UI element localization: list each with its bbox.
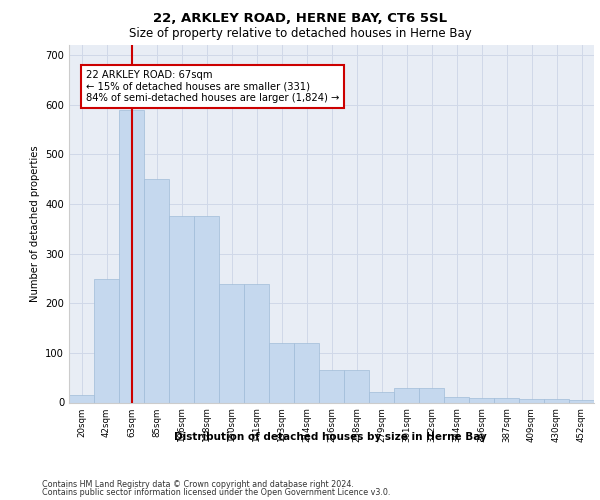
- Bar: [444, 396, 469, 402]
- Bar: [569, 400, 594, 402]
- Bar: [519, 398, 544, 402]
- Bar: [394, 388, 419, 402]
- Text: Contains public sector information licensed under the Open Government Licence v3: Contains public sector information licen…: [42, 488, 391, 497]
- Text: 22, ARKLEY ROAD, HERNE BAY, CT6 5SL: 22, ARKLEY ROAD, HERNE BAY, CT6 5SL: [153, 12, 447, 26]
- Bar: [69, 395, 94, 402]
- Bar: [294, 343, 319, 402]
- Bar: [344, 370, 369, 402]
- Bar: [319, 370, 344, 402]
- Bar: [419, 388, 444, 402]
- Bar: [119, 110, 144, 403]
- Text: Contains HM Land Registry data © Crown copyright and database right 2024.: Contains HM Land Registry data © Crown c…: [42, 480, 354, 489]
- Bar: [244, 284, 269, 403]
- Bar: [219, 284, 244, 403]
- Text: Size of property relative to detached houses in Herne Bay: Size of property relative to detached ho…: [128, 28, 472, 40]
- Bar: [494, 398, 519, 402]
- Bar: [544, 399, 569, 402]
- Bar: [169, 216, 194, 402]
- Bar: [269, 343, 294, 402]
- Y-axis label: Number of detached properties: Number of detached properties: [30, 146, 40, 302]
- Bar: [469, 398, 494, 402]
- Bar: [144, 179, 169, 402]
- Text: Distribution of detached houses by size in Herne Bay: Distribution of detached houses by size …: [173, 432, 487, 442]
- Bar: [94, 280, 119, 402]
- Bar: [369, 392, 394, 402]
- Text: 22 ARKLEY ROAD: 67sqm
← 15% of detached houses are smaller (331)
84% of semi-det: 22 ARKLEY ROAD: 67sqm ← 15% of detached …: [86, 70, 340, 103]
- Bar: [194, 216, 219, 402]
